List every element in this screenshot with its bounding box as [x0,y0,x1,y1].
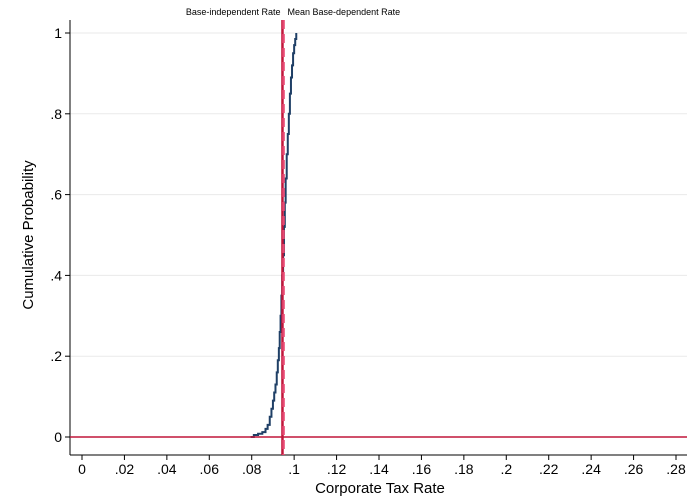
x-tick-label: .16 [412,461,432,477]
x-tick-label: .28 [666,461,686,477]
reference-lines [70,20,687,455]
x-tick-label: .18 [454,461,474,477]
x-tick-label: .2 [500,461,512,477]
y-tick-label: .6 [50,187,62,203]
x-tick-label: .1 [288,461,300,477]
x-tick-label: .22 [539,461,559,477]
x-tick-label: .04 [157,461,177,477]
x-tick-label: .02 [115,461,135,477]
reference-line-labels: Base-independent Rate Mean Base-dependent… [186,7,400,17]
y-tick-label: .8 [50,106,62,122]
x-tick-label: .08 [242,461,262,477]
y-tick-label: .2 [50,348,62,364]
y-tick-label: 1 [54,25,62,41]
x-tick-label: .26 [624,461,644,477]
y-axis-title: Cumulative Probability [20,160,37,310]
axes: 0 .2 .4 .6 .8 1 0 .02 .04 .06 .08 .1 .12 .14 .16 .18 .2.… [50,20,687,477]
x-axis-title: Corporate Tax Rate [315,480,445,497]
x-tick-label: .14 [369,461,389,477]
x-tick-label: .12 [327,461,347,477]
base-independent-rate-label: Base-independent Rate [186,7,281,17]
y-tick-label: 0 [54,429,62,445]
y-tick-label: .4 [50,267,62,283]
mean-base-dependent-rate-label: Mean Base-dependent Rate [288,7,401,17]
x-tick-label: .24 [581,461,601,477]
x-tick-label: .06 [200,461,220,477]
x-tick-label: 0 [78,461,86,477]
